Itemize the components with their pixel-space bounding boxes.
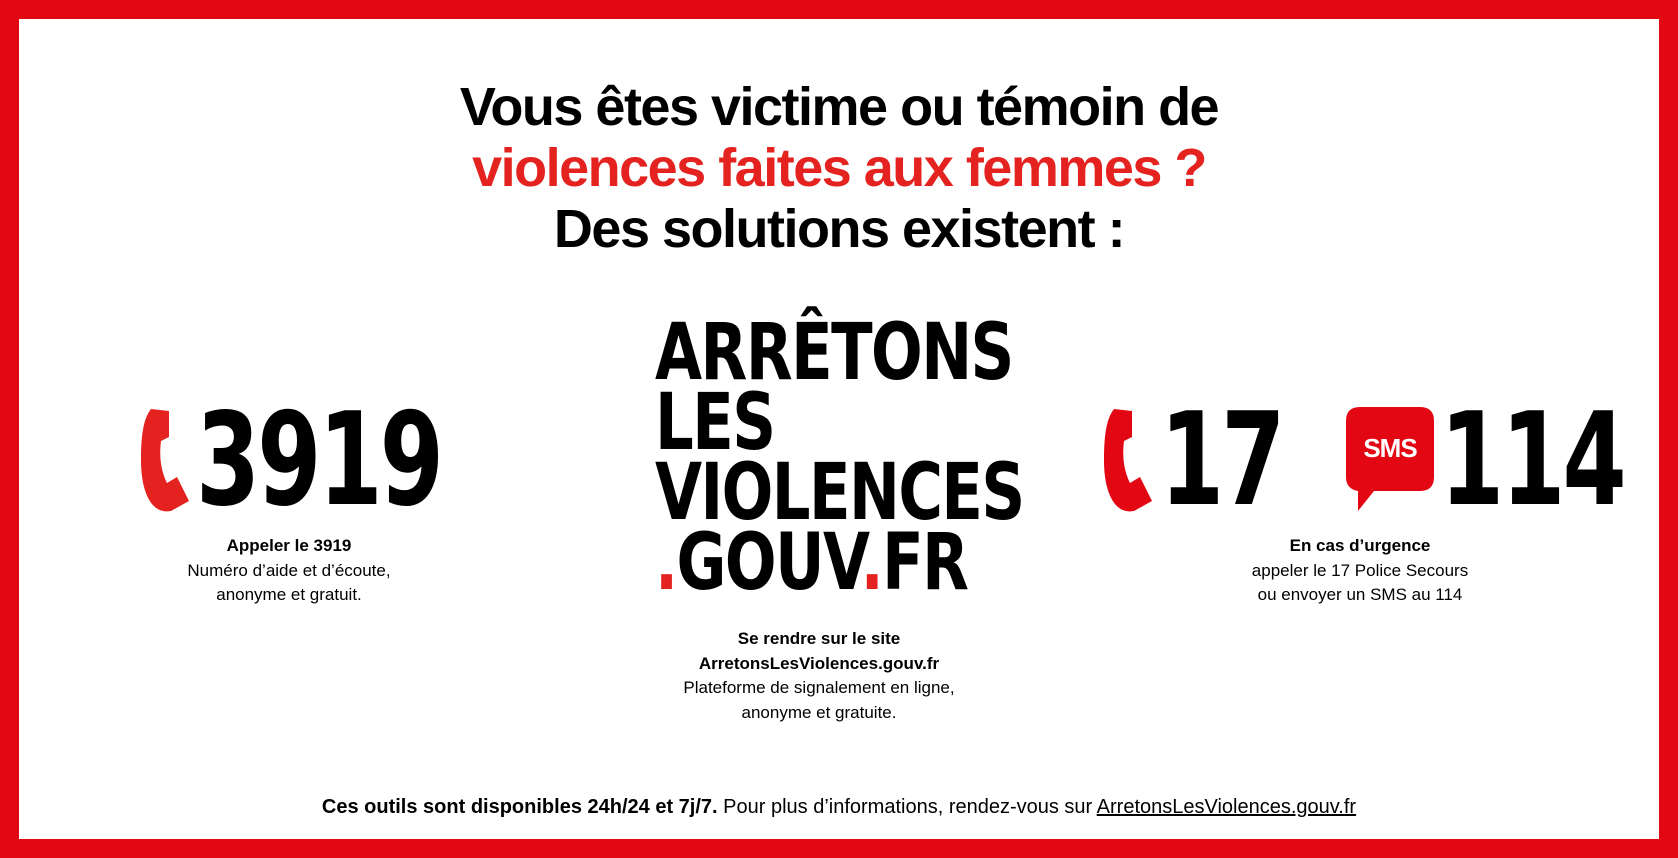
center-caption-title: Se rendre sur le site — [737, 629, 901, 648]
number-3919: 3919 — [196, 386, 444, 535]
footer-text-1: Ces outils sont disponibles — [321, 796, 588, 818]
headline-line-3: Des solutions existent : — [553, 199, 1126, 259]
footer-text-5: Pour plus d’informations, rendez-vous su… — [717, 796, 1097, 818]
phone-icon — [139, 407, 193, 515]
center-caption-site[interactable]: ArretonsLesViolences.gouv.fr — [698, 653, 940, 673]
number-17: 17 — [1160, 386, 1285, 535]
right-caption-line-2: ou envoyer un SMS au 114 — [1257, 585, 1463, 604]
headline-line-1: Vous êtes victime ou témoin de — [459, 77, 1220, 137]
arretons-les-violences-logo: ARRÊTONS LES VIOLENCES .GOUV.FR — [655, 308, 1025, 602]
headline-line-2: violences faites aux femmes ? — [472, 138, 1207, 198]
logo-dot-2: . — [860, 518, 884, 608]
center-caption: Se rendre sur le site ArretonsLesViolenc… — [619, 627, 1019, 725]
footer-text-4: 7j/7. — [678, 796, 718, 818]
left-caption-title: Appeler le 3919 — [226, 536, 352, 555]
sms-label: SMS — [1363, 433, 1417, 463]
logo-line-2: LES — [655, 378, 776, 468]
logo-line-1: ARRÊTONS — [655, 308, 1014, 398]
number-114: 114 — [1440, 386, 1627, 535]
left-caption: Appeler le 3919 Numéro d’aide et d’écout… — [100, 534, 478, 608]
logo-dot: . — [655, 518, 678, 608]
left-caption-line-2: anonyme et gratuit. — [216, 585, 362, 604]
footer-site-link[interactable]: ArretonsLesViolences.gouv.fr — [1096, 796, 1357, 818]
right-caption-line-1: appeler le 17 Police Secours — [1251, 560, 1469, 580]
footer-text-2: 24h/24 — [587, 796, 650, 818]
right-caption: En cas d’urgence appeler le 17 Police Se… — [1180, 534, 1540, 608]
footer: Ces outils sont disponibles 24h/24 et 7j… — [0, 796, 1678, 819]
footer-text-3: et — [649, 796, 679, 818]
center-caption-line-1: Plateforme de signalement en ligne, — [683, 678, 955, 697]
right-caption-title: En cas d’urgence — [1289, 536, 1431, 555]
left-caption-line-1: Numéro d’aide et d’écoute, — [187, 560, 391, 580]
logo-gouv: GOUV — [676, 518, 863, 608]
logo-fr: FR — [882, 518, 969, 608]
logo-line-4: .GOUV.FR — [655, 524, 969, 602]
center-caption-line-2: anonyme et gratuite. — [741, 702, 897, 722]
phone-icon — [1102, 407, 1156, 515]
headline: Vous êtes victime ou témoin de violences… — [0, 77, 1678, 260]
sms-bubble-icon: SMS — [1346, 407, 1434, 513]
